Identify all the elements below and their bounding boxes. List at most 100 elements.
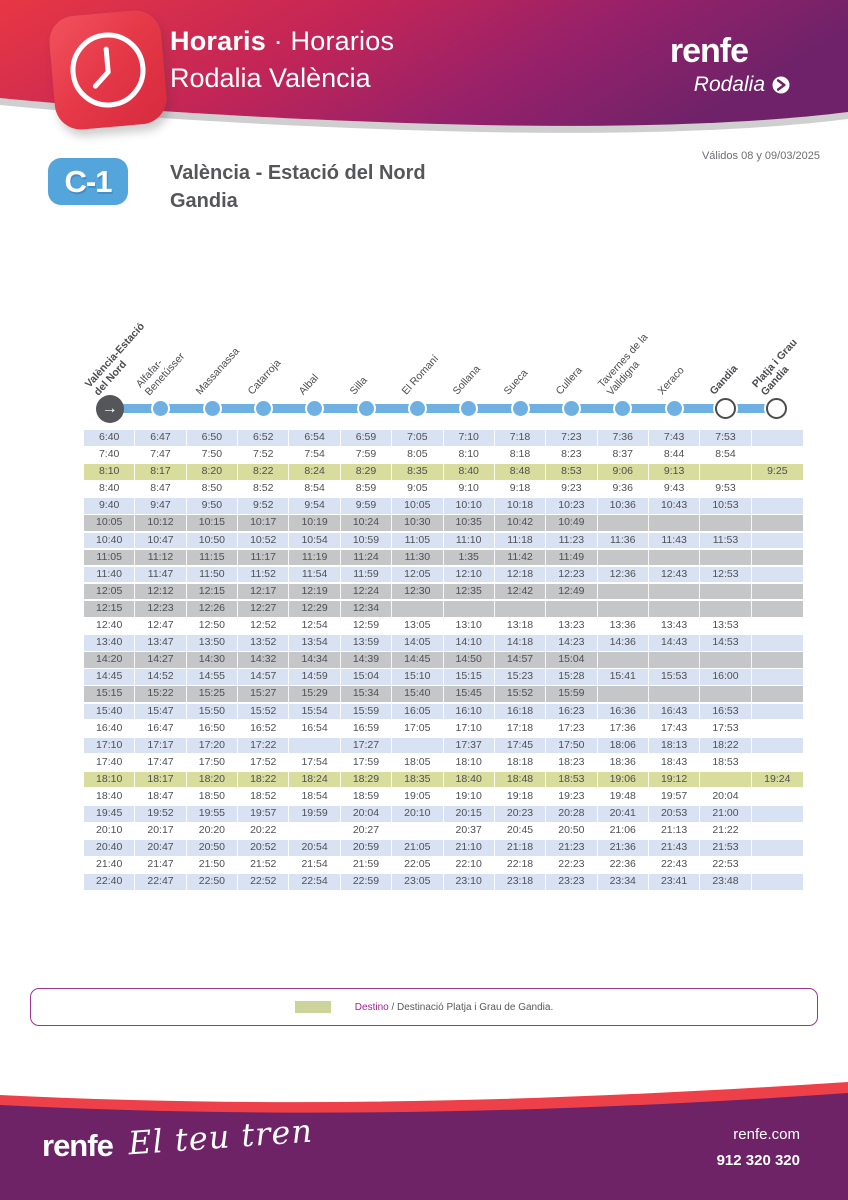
time-cell: 14:27 [135,652,187,668]
time-cell: 16:50 [187,720,239,737]
timetable-row: 22:40 22:47 22:50 22:52 22:54 22:59 23:05 23:10… [84,874,803,891]
timetable-row: 11:40 11:47 11:50 11:52 11:54 11:59 12:05 12:10… [84,566,803,583]
time-cell: 9:47 [135,498,187,514]
time-cell: 11:47 [135,566,187,583]
time-cell: 21:22 [700,823,752,839]
time-cell: 23:05 [392,874,444,891]
time-cell: 13:47 [135,635,187,651]
station-dot [153,401,169,416]
time-cell: 1:35 [444,549,495,566]
time-cell: 14:39 [341,652,393,668]
timetable-row: 13:40 13:47 13:50 13:52 13:54 13:59 14:05 14:10… [84,635,803,651]
time-cell: 8:47 [135,481,187,497]
time-cell: 11:43 [649,532,701,549]
timetable-row: 11:05 11:12 11:15 11:17 11:19 11:24 11:30 1:35 1… [84,549,803,566]
time-cell: 22:53 [700,857,752,873]
time-cell: 23:48 [700,874,752,891]
time-cell: 11:18 [495,532,547,549]
time-cell: 13:53 [700,618,752,634]
time-cell: 13:05 [392,618,444,634]
time-cell: 16:52 [238,720,290,737]
time-cell: 15:54 [289,703,341,720]
time-cell: 8:18 [495,447,547,463]
time-cell: 10:17 [238,515,290,532]
time-cell: 20:10 [84,823,136,839]
time-cell: 19:57 [238,806,290,822]
time-cell: 10:23 [546,498,598,514]
time-cell: 15:40 [392,686,444,702]
time-cell: 6:40 [84,430,136,446]
clock-icon [70,32,146,108]
time-cell [752,498,803,514]
time-cell: 8:53 [546,464,598,480]
time-cell: 10:12 [135,515,187,532]
time-cell: 21:05 [392,840,444,856]
time-cell [752,738,803,754]
route-origin: València - Estació del Nord [170,162,426,184]
time-cell: 16:47 [135,720,187,737]
time-cell [598,686,649,702]
time-cell: 22:10 [444,857,495,873]
time-cell: 21:13 [649,823,701,839]
time-cell: 9:25 [767,465,788,478]
time-cell: 13:40 [84,635,136,651]
footer-renfe-logo: renfe [42,1128,114,1163]
time-cell: 10:30 [392,515,444,532]
time-cell: 16:43 [649,703,701,720]
time-cell: 14:52 [135,669,187,685]
time-cell: 14:50 [444,652,495,668]
time-cell: 12:47 [135,618,187,634]
time-cell: 14:57 [495,652,547,668]
time-cell: 8:40 [84,481,136,497]
time-cell: 12:12 [135,583,187,600]
station-label: El Romaní [399,353,441,398]
station-dot [666,401,682,416]
timetable-row: 10:05 10:12 10:15 10:17 10:19 10:24 10:30 10:35… [84,515,803,532]
route-destination: Gandia [170,190,238,212]
time-cell [752,755,803,771]
time-cell: 10:43 [649,498,701,514]
time-cell: 21:59 [341,857,393,873]
time-cell: 12:50 [187,618,239,634]
time-cell: 14:18 [495,635,547,651]
time-cell: 16:36 [598,703,649,720]
time-cell [649,549,701,566]
time-cell: 22:40 [84,874,136,891]
time-cell: 10:42 [495,515,547,532]
station-label: València-Estació del Nord [82,320,147,398]
time-cell [495,600,547,617]
timetable-row: 20:10 20:17 20:20 20:22 20:27 20:37 20:45 20:50… [84,823,803,839]
time-cell: 18:24 [289,771,341,788]
footer-website: renfe.com [733,1126,800,1143]
time-cell: 18:20 [187,771,239,788]
time-cell: 20:37 [444,823,495,839]
time-cell [752,481,803,497]
station-dot [256,401,272,416]
timetable-row: 16:40 16:47 16:50 16:52 16:54 16:59 17:05 17:10… [84,720,803,737]
time-cell: 20:53 [649,806,701,822]
time-cell: 10:24 [341,515,393,532]
time-cell: 14:34 [289,652,341,668]
time-cell: 10:54 [289,532,341,549]
time-cell: 15:10 [392,669,444,685]
time-cell: 17:23 [546,720,598,737]
time-cell: 12:24 [341,583,393,600]
footer-phone: 912 320 320 [716,1152,800,1169]
time-cell: 21:50 [187,857,239,873]
time-cell: 12:26 [187,600,239,617]
time-cell [700,549,752,566]
time-cell: 8:50 [187,481,239,497]
time-cell: 17:43 [649,720,701,737]
time-cell: 19:23 [546,788,598,805]
time-cell: 11:42 [495,549,547,566]
time-cell: 11:05 [84,549,136,566]
time-cell: 23:23 [546,874,598,891]
time-cell: 8:29 [341,464,393,480]
time-cell: 9:10 [444,481,495,497]
time-cell: 12:49 [546,583,598,600]
time-cell: 17:20 [187,737,239,754]
time-cell: 8:22 [238,464,290,480]
time-cell [700,464,752,480]
time-cell: 22:54 [289,874,341,891]
arrow-right-icon: → [101,399,118,417]
